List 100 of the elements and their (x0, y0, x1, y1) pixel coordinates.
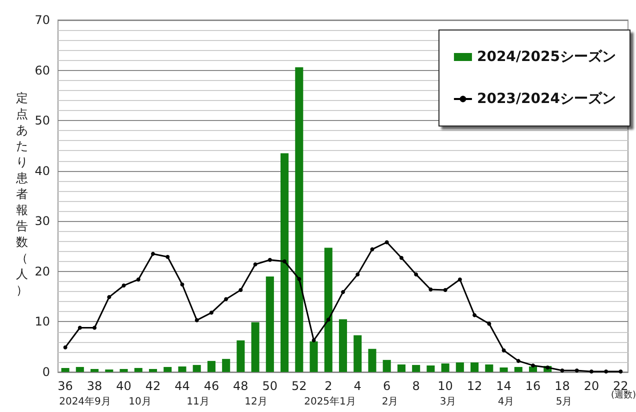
point (560, 368, 564, 372)
point (151, 252, 155, 256)
bar (236, 340, 245, 372)
point (487, 322, 492, 326)
bar (324, 248, 332, 372)
bar (514, 366, 522, 372)
bar (500, 367, 508, 372)
x-tick-label: 38 (86, 379, 102, 393)
x-tick-label: 40 (116, 379, 132, 393)
legend-label: 2023/2024シーズン (476, 91, 616, 107)
x-tick-label: 4 (354, 379, 362, 393)
bar (178, 366, 186, 372)
x-tick-label: 14 (496, 379, 512, 393)
text: 10月 (128, 396, 152, 408)
x-tick-label: 50 (262, 379, 278, 393)
legend-label: 2024/2025シーズン (476, 49, 616, 65)
point (443, 288, 448, 292)
bar (382, 360, 391, 372)
bar (456, 362, 464, 372)
x-tick-label: 8 (412, 379, 420, 393)
bar (148, 368, 158, 372)
x-tick-label: 12 (466, 379, 482, 393)
text: 3月 (440, 396, 456, 408)
bar (222, 358, 230, 372)
bar (310, 341, 318, 372)
y-tick-label: 20 (34, 264, 50, 278)
y-tick-label: 60 (34, 63, 50, 78)
point (180, 282, 184, 286)
x-tick-label: 44 (174, 379, 190, 393)
y-tick-label: 50 (34, 114, 50, 128)
text: 5月 (556, 396, 572, 408)
text: 2025年1月 (304, 396, 356, 408)
y-tick-label: 70 (34, 13, 50, 27)
point (78, 326, 82, 330)
text: 4月 (498, 396, 514, 408)
point (136, 277, 140, 282)
point (122, 284, 126, 288)
bar (470, 362, 479, 372)
x-tick-label: 52 (292, 379, 307, 393)
bar (251, 322, 260, 372)
x-tick-label: 10 (438, 379, 453, 393)
point (194, 318, 199, 322)
x-tick-label: 20 (584, 379, 600, 393)
point (224, 297, 228, 302)
point (209, 310, 214, 315)
x-tick-label: 42 (145, 379, 161, 393)
point (384, 240, 389, 244)
point (589, 370, 594, 374)
bar (105, 369, 114, 372)
x-tick-label: 48 (233, 379, 248, 393)
bar (61, 368, 70, 372)
x-tick-label: 16 (525, 379, 541, 393)
bar (397, 364, 406, 372)
bar (207, 360, 216, 372)
x-tick-label: 36 (58, 379, 73, 393)
bar (412, 364, 420, 372)
point (268, 258, 272, 262)
text: 11月 (186, 396, 210, 408)
point (574, 368, 579, 372)
point (282, 259, 287, 264)
point (326, 318, 330, 322)
point (502, 348, 506, 352)
point (312, 338, 316, 342)
y-tick-label: 30 (34, 214, 50, 228)
x-tick-label: 2 (324, 379, 332, 393)
bar (164, 366, 172, 372)
point (238, 288, 243, 292)
point (414, 272, 418, 276)
point (472, 313, 477, 318)
point (604, 370, 608, 374)
point (297, 276, 302, 281)
bar (528, 366, 538, 372)
bar (295, 67, 304, 372)
point (166, 254, 170, 259)
y-tick-label: 10 (34, 314, 50, 329)
point (341, 290, 345, 294)
point (356, 272, 360, 276)
bar (90, 368, 99, 372)
bar (441, 363, 450, 372)
bar (354, 335, 362, 372)
y-tick-label: 0 (42, 365, 50, 379)
text: 2024年9月 (59, 396, 111, 408)
point (399, 256, 404, 260)
bar (120, 368, 128, 372)
x-tick-label: 46 (204, 379, 220, 393)
text: 12月 (244, 396, 268, 408)
point (428, 288, 433, 292)
bar (368, 348, 376, 372)
point (63, 345, 68, 350)
bar (76, 366, 84, 372)
bar (338, 319, 348, 372)
point (370, 247, 374, 252)
bar (192, 364, 201, 372)
bar (266, 276, 274, 372)
y-tick-label: 40 (34, 164, 50, 178)
point (92, 326, 97, 330)
x-tick-label: 6 (383, 379, 391, 393)
point (107, 295, 112, 300)
bar (426, 365, 435, 372)
bar (280, 153, 289, 372)
